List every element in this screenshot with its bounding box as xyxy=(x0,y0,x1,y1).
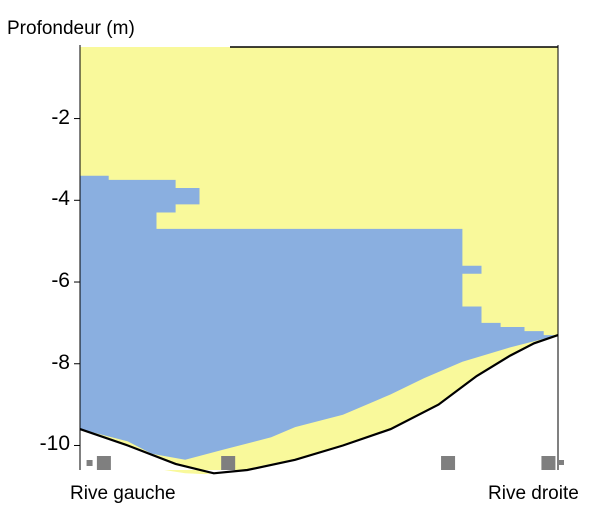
axes-group xyxy=(74,45,559,470)
station-marker xyxy=(441,456,456,470)
y-tick-label: -4 xyxy=(51,187,70,211)
marker-group xyxy=(86,456,564,470)
y-tick-label: -8 xyxy=(51,350,70,374)
station-marker xyxy=(86,460,93,466)
bed-profile-line xyxy=(79,334,559,475)
station-marker xyxy=(559,460,564,465)
y-tick-label: -6 xyxy=(51,269,70,293)
lower-layer-area xyxy=(80,175,558,460)
station-marker xyxy=(96,456,111,470)
layer-group xyxy=(79,46,559,475)
below-bed-area xyxy=(80,335,558,474)
y-tick-label: -10 xyxy=(39,432,70,456)
station-marker xyxy=(221,456,236,470)
left-bank-label: Rive gauche xyxy=(70,483,176,504)
y-axis-label: Profondeur (m) xyxy=(7,18,135,39)
right-bank-label: Rive droite xyxy=(488,483,579,504)
y-tick-label: -2 xyxy=(51,105,70,129)
station-marker xyxy=(541,456,556,470)
